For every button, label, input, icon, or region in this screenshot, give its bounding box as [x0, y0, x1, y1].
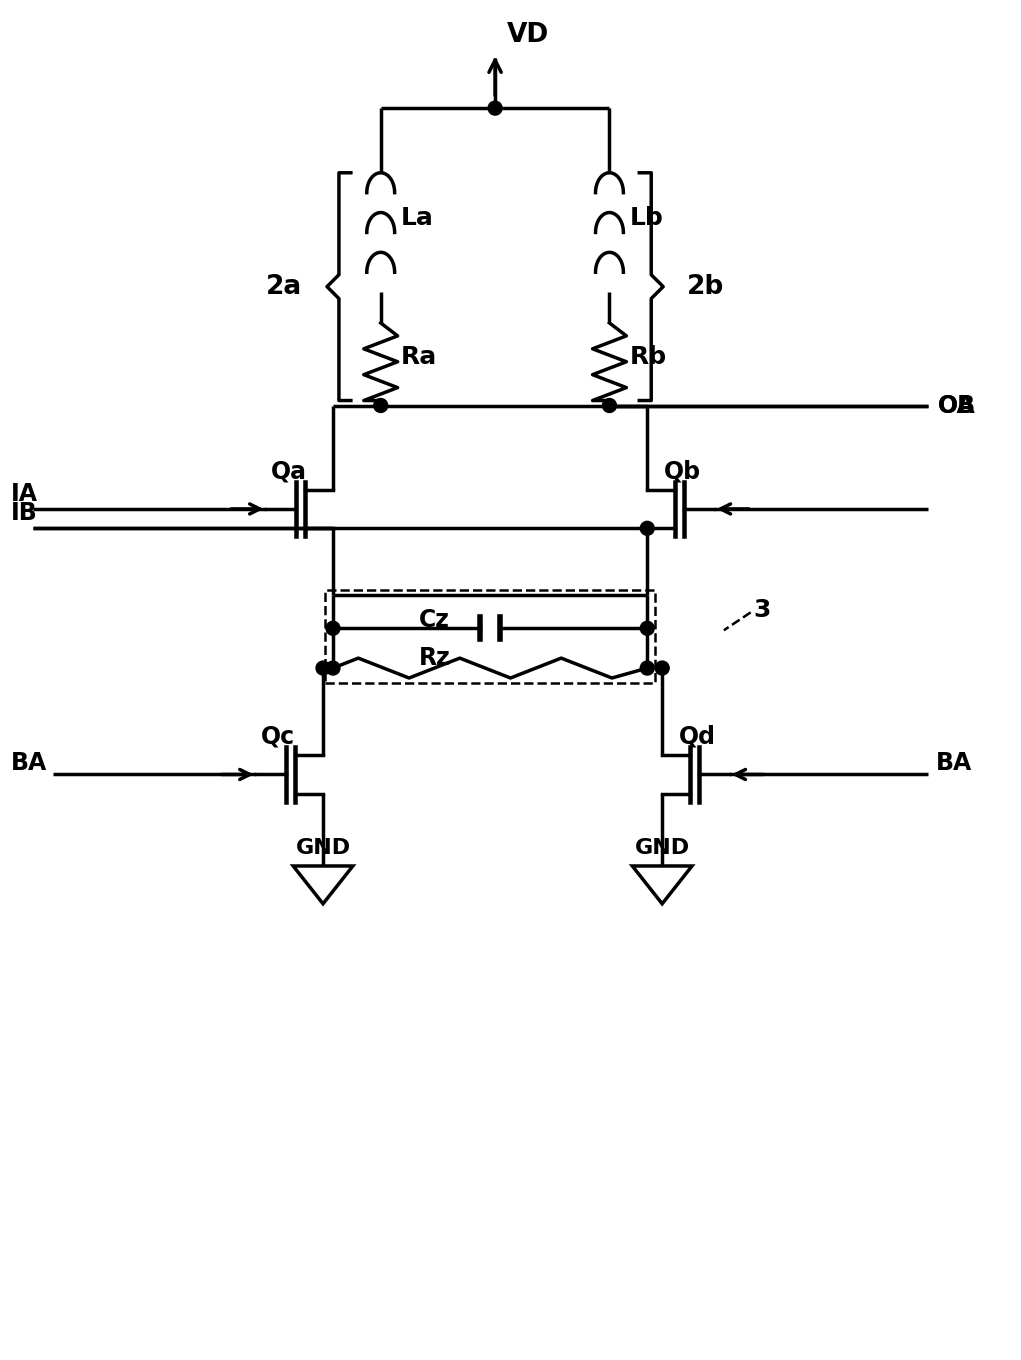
Text: Qa: Qa: [272, 460, 307, 483]
Text: Rz: Rz: [419, 646, 450, 670]
Text: BA: BA: [935, 751, 972, 775]
Text: 2b: 2b: [687, 273, 725, 299]
Circle shape: [326, 622, 340, 635]
Text: Rb: Rb: [629, 345, 667, 369]
Circle shape: [640, 622, 654, 635]
Circle shape: [488, 101, 502, 116]
Text: GND: GND: [295, 838, 350, 858]
Circle shape: [602, 398, 617, 412]
Text: Ra: Ra: [400, 345, 437, 369]
Circle shape: [640, 521, 654, 536]
Text: 3: 3: [753, 598, 771, 623]
Text: BA: BA: [11, 751, 47, 775]
Text: Cz: Cz: [419, 608, 449, 632]
Text: OB: OB: [937, 393, 976, 418]
Circle shape: [374, 398, 388, 412]
Text: 2a: 2a: [266, 273, 302, 299]
Text: VD: VD: [507, 23, 549, 49]
Text: GND: GND: [635, 838, 690, 858]
Circle shape: [640, 661, 654, 675]
Circle shape: [326, 661, 340, 675]
Text: Qd: Qd: [679, 725, 716, 749]
Text: Qb: Qb: [664, 460, 701, 483]
Text: Lb: Lb: [629, 205, 663, 230]
Circle shape: [317, 661, 330, 675]
Text: IA: IA: [11, 481, 38, 506]
Text: La: La: [400, 205, 434, 230]
Circle shape: [655, 661, 669, 675]
Text: OA: OA: [937, 393, 975, 418]
Text: Qc: Qc: [261, 725, 295, 749]
Text: IB: IB: [11, 502, 38, 525]
